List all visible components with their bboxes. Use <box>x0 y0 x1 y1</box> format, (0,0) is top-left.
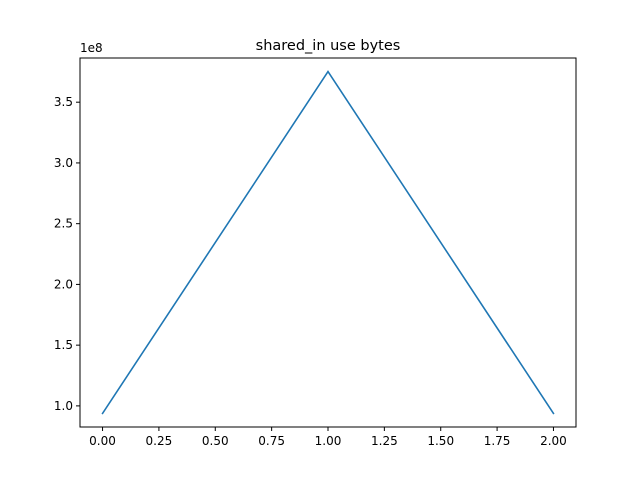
y-tick-label: 3.0 <box>54 156 73 170</box>
plot-area: 0.00 0.25 0.50 0.75 1.00 1.25 1.50 1.75 2.00 1.0 1… <box>54 70 567 448</box>
y-offset-label: 1e8 <box>80 41 103 55</box>
x-tick-label: 1.75 <box>484 434 511 448</box>
y-tick-label: 2.0 <box>54 277 73 291</box>
x-tick-label: 1.00 <box>315 434 342 448</box>
axes-frame <box>79 57 577 428</box>
x-tick-label: 0.75 <box>258 434 285 448</box>
y-tick-label: 2.5 <box>54 217 73 231</box>
x-tick-label: 0.25 <box>146 434 173 448</box>
y-tick-label: 1.0 <box>54 399 73 413</box>
x-tick-label: 0.50 <box>202 434 229 448</box>
chart-title: shared_in use bytes <box>256 38 401 54</box>
x-tick-label: 1.25 <box>371 434 398 448</box>
x-tick-label: 0.00 <box>89 434 116 448</box>
x-tick-label: 2.00 <box>540 434 567 448</box>
series-line <box>101 70 555 415</box>
y-tick-label: 1.5 <box>54 338 73 352</box>
x-tick-label: 1.50 <box>427 434 454 448</box>
y-tick-label: 3.5 <box>54 95 73 109</box>
